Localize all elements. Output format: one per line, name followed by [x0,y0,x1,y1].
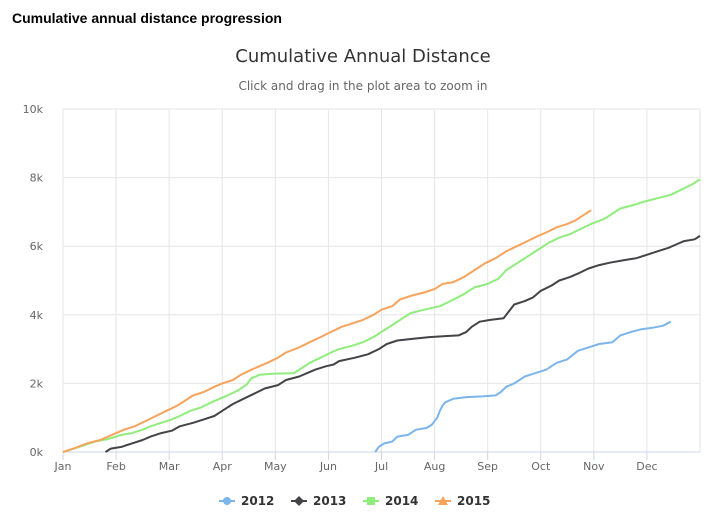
x-tick-label: Jan [54,460,72,473]
chart-title: Cumulative Annual Distance [235,46,490,67]
x-tick-label: Jul [374,460,388,473]
x-tick-label: Dec [636,460,657,473]
x-tick-label: Sep [477,460,498,473]
x-tick-label: Feb [106,460,125,473]
chart-subtitle: Click and drag in the plot area to zoom … [238,79,487,93]
x-tick-label: Jun [319,460,337,473]
legend-marker-square-icon [367,497,375,505]
x-tick-label: Aug [424,460,445,473]
chart-container[interactable]: Cumulative Annual Distance Click and dra… [0,32,726,522]
legend-label: 2013 [313,494,346,508]
y-tick-label: 2k [30,377,44,390]
x-tick-label: Nov [583,460,605,473]
legend-marker-triangle-icon [438,496,448,505]
line-chart[interactable]: Cumulative Annual Distance Click and dra… [0,32,726,522]
y-tick-label: 0k [30,446,44,459]
chart-legend[interactable]: 2012 2013 2014 2015 [219,494,490,508]
series-line-2014[interactable] [62,178,701,453]
grid-lines [62,108,701,453]
x-tick-label: Oct [531,460,551,473]
legend-label: 2012 [241,494,274,508]
legend-marker-diamond-icon [294,496,304,506]
x-axis-labels: Jan Feb Mar Apr May Jun Jul Aug Sep Oct Nov Dec [54,451,700,473]
legend-marker-circle-icon [223,497,231,505]
legend-item-2015[interactable]: 2015 [435,494,490,508]
series-line-2012[interactable] [374,320,672,453]
y-tick-label: 4k [30,309,44,322]
chart-background [0,32,726,522]
plot-series[interactable] [62,178,701,453]
x-tick-label: Mar [159,460,180,473]
legend-label: 2014 [385,494,418,508]
x-tick-label: Apr [213,460,233,473]
y-tick-label: 10k [23,103,44,116]
series-line-2015[interactable] [62,209,592,453]
series-line-2013[interactable] [104,235,701,453]
legend-item-2012[interactable]: 2012 [219,494,274,508]
y-tick-label: 8k [30,172,44,185]
y-tick-label: 6k [30,240,44,253]
page-heading: Cumulative annual distance progression [12,10,282,26]
legend-item-2013[interactable]: 2013 [291,494,346,508]
legend-label: 2015 [457,494,490,508]
x-tick-label: May [264,460,287,473]
y-axis-labels: 0k 2k 4k 6k 8k 10k [23,103,44,459]
legend-item-2014[interactable]: 2014 [363,494,418,508]
